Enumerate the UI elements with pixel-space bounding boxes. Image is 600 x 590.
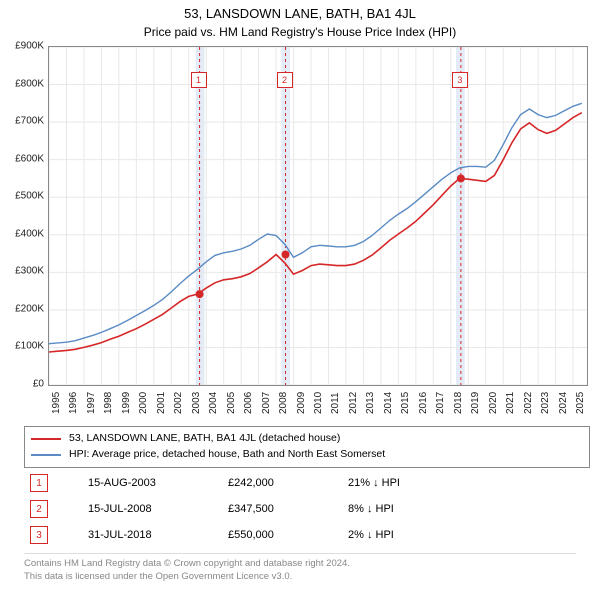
x-tick-label: 2005 <box>226 392 237 414</box>
x-tick-label: 2022 <box>523 392 534 414</box>
chart-marker-badge: 1 <box>191 72 207 88</box>
legend-label: HPI: Average price, detached house, Bath… <box>69 447 385 463</box>
x-tick-label: 2023 <box>540 392 551 414</box>
x-tick-label: 2000 <box>138 392 149 414</box>
attribution: Contains HM Land Registry data © Crown c… <box>24 553 576 584</box>
x-tick-label: 2012 <box>348 392 359 414</box>
sale-price: £347,500 <box>228 503 308 515</box>
sale-delta: 8% ↓ HPI <box>348 503 438 515</box>
chart-title: 53, LANSDOWN LANE, BATH, BA1 4JL <box>0 0 600 21</box>
chart-marker-badge: 2 <box>277 72 293 88</box>
sale-price: £242,000 <box>228 477 308 489</box>
x-tick-label: 2001 <box>156 392 167 414</box>
plot-area <box>48 46 588 386</box>
sale-delta: 21% ↓ HPI <box>348 477 438 489</box>
x-tick-label: 2013 <box>365 392 376 414</box>
x-tick-label: 1995 <box>51 392 62 414</box>
legend: 53, LANSDOWN LANE, BATH, BA1 4JL (detach… <box>24 426 590 468</box>
sale-date: 31-JUL-2018 <box>88 529 188 541</box>
x-tick-label: 1998 <box>103 392 114 414</box>
y-tick-label: £200K <box>15 303 44 314</box>
sale-badge: 3 <box>30 526 48 544</box>
y-tick-label: £900K <box>15 41 44 52</box>
sale-date: 15-AUG-2003 <box>88 477 188 489</box>
x-tick-label: 1999 <box>121 392 132 414</box>
x-tick-label: 2002 <box>173 392 184 414</box>
attribution-line: Contains HM Land Registry data © Crown c… <box>24 558 576 571</box>
x-tick-label: 2004 <box>208 392 219 414</box>
x-tick-label: 2015 <box>400 392 411 414</box>
y-tick-label: £800K <box>15 78 44 89</box>
x-tick-label: 2008 <box>278 392 289 414</box>
sale-row: 1 15-AUG-2003 £242,000 21% ↓ HPI <box>24 470 576 496</box>
legend-swatch <box>31 454 61 456</box>
x-tick-label: 2016 <box>418 392 429 414</box>
x-tick-label: 2025 <box>575 392 586 414</box>
y-tick-label: £300K <box>15 266 44 277</box>
legend-label: 53, LANSDOWN LANE, BATH, BA1 4JL (detach… <box>69 431 340 447</box>
x-tick-label: 2019 <box>470 392 481 414</box>
chart-marker-badge: 3 <box>452 72 468 88</box>
y-tick-label: £600K <box>15 153 44 164</box>
y-tick-label: £500K <box>15 191 44 202</box>
x-tick-label: 1997 <box>86 392 97 414</box>
y-tick-label: £400K <box>15 228 44 239</box>
sales-table: 1 15-AUG-2003 £242,000 21% ↓ HPI 2 15-JUL-200… <box>24 470 576 548</box>
x-tick-label: 2014 <box>383 392 394 414</box>
y-tick-label: £100K <box>15 341 44 352</box>
legend-swatch <box>31 438 61 440</box>
chart-subtitle: Price paid vs. HM Land Registry's House … <box>0 21 600 41</box>
x-tick-label: 2020 <box>488 392 499 414</box>
x-tick-label: 2018 <box>453 392 464 414</box>
sale-delta: 2% ↓ HPI <box>348 529 438 541</box>
sale-date: 15-JUL-2008 <box>88 503 188 515</box>
x-tick-label: 2009 <box>296 392 307 414</box>
x-tick-label: 1996 <box>68 392 79 414</box>
x-tick-label: 2007 <box>261 392 272 414</box>
x-tick-label: 2003 <box>191 392 202 414</box>
x-tick-label: 2024 <box>558 392 569 414</box>
y-tick-label: £0 <box>33 379 44 390</box>
y-tick-label: £700K <box>15 116 44 127</box>
sale-price: £550,000 <box>228 529 308 541</box>
x-tick-label: 2021 <box>505 392 516 414</box>
legend-item: HPI: Average price, detached house, Bath… <box>31 447 583 463</box>
sale-badge: 2 <box>30 500 48 518</box>
x-tick-label: 2010 <box>313 392 324 414</box>
sale-row: 2 15-JUL-2008 £347,500 8% ↓ HPI <box>24 496 576 522</box>
x-tick-label: 2006 <box>243 392 254 414</box>
x-tick-label: 2017 <box>435 392 446 414</box>
sale-badge: 1 <box>30 474 48 492</box>
legend-item: 53, LANSDOWN LANE, BATH, BA1 4JL (detach… <box>31 431 583 447</box>
figure: 53, LANSDOWN LANE, BATH, BA1 4JL Price p… <box>0 0 600 590</box>
x-tick-label: 2011 <box>330 392 341 414</box>
plot-svg <box>49 47 587 385</box>
attribution-line: This data is licensed under the Open Gov… <box>24 571 576 584</box>
sale-row: 3 31-JUL-2018 £550,000 2% ↓ HPI <box>24 522 576 548</box>
